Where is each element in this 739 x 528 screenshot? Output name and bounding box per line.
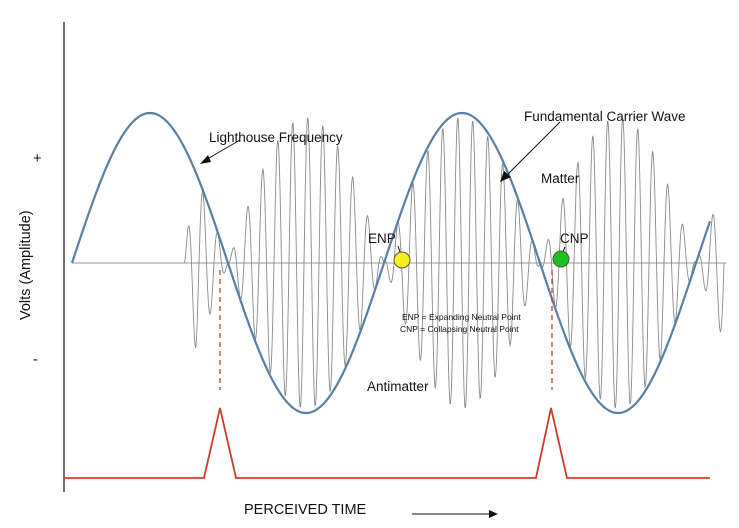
enp-marker [393,251,411,269]
carrier-pointer-arrow [500,121,561,182]
cnp-marker [552,250,570,268]
fundamental-carrier-wave [70,111,712,415]
cnp-label: CNP [560,231,589,246]
cnp-definition: CNP = Collapsing Neutral Point [400,324,519,334]
lighthouse-frequency-wave [183,117,725,409]
enp-definition: ENP = Expanding Neutral Point [402,312,521,322]
antimatter-label: Antimatter [367,379,429,394]
carrier-wave-label: Fundamental Carrier Wave [524,109,686,124]
pulse-train [64,407,710,479]
time-arrow [412,510,498,518]
minus-sign: - [33,352,38,368]
y-axis-label: Volts (Amplitude) [18,210,34,320]
x-axis-label: PERCEIVED TIME [244,502,367,518]
plus-sign: + [33,151,41,167]
lighthouse-frequency-label: Lighthouse Frequency [209,130,343,145]
matter-label: Matter [541,171,580,186]
lighthouse-pointer-arrow [200,139,241,164]
enp-label: ENP [368,231,396,246]
